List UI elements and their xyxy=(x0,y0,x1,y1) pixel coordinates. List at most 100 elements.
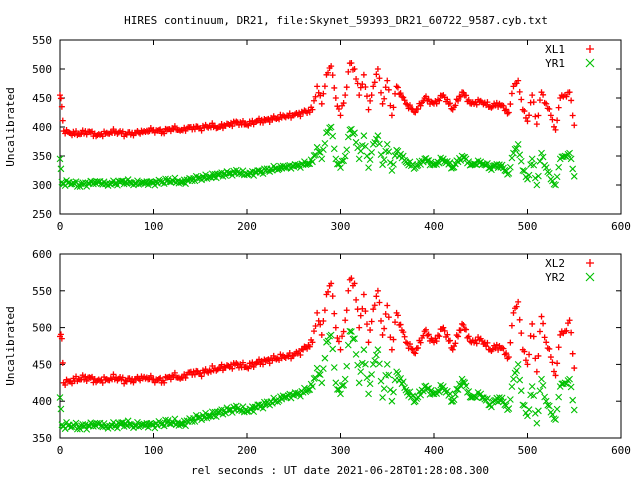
xl2-point xyxy=(381,325,388,332)
xl2-point xyxy=(425,331,432,338)
xl1-point xyxy=(552,126,559,133)
xl1-point xyxy=(569,112,576,119)
x-tick-label: 200 xyxy=(237,444,257,457)
xl2-point xyxy=(233,360,240,367)
yr1-point xyxy=(484,160,491,167)
xl2-point xyxy=(467,338,474,345)
yr2-point xyxy=(388,397,396,405)
xl1-point xyxy=(568,97,575,104)
yr2-point xyxy=(362,360,369,368)
xl2-point xyxy=(371,302,378,309)
yr1-point xyxy=(465,158,473,166)
xl2-point xyxy=(538,313,545,320)
xl2-point xyxy=(560,330,567,337)
xl2-point xyxy=(365,339,372,346)
xl2-point xyxy=(325,288,332,295)
yr1-point xyxy=(516,151,524,159)
xl1-point xyxy=(312,93,319,100)
yr2-point xyxy=(56,394,64,401)
yr2-point xyxy=(212,413,220,421)
xl2-point xyxy=(515,298,522,305)
xl1-point xyxy=(343,84,350,91)
yr1-point xyxy=(341,152,349,160)
xl2-point xyxy=(345,287,352,294)
yr2-point xyxy=(171,415,179,423)
xl1-point xyxy=(171,123,178,130)
xl1-point xyxy=(57,92,63,99)
xl1-point xyxy=(335,105,342,112)
xl2-point xyxy=(435,332,442,339)
yr2-point xyxy=(366,380,374,388)
xl2-point xyxy=(370,306,377,313)
xl2-point xyxy=(533,368,540,375)
yr1-point xyxy=(570,172,578,180)
xl2-point xyxy=(260,361,267,368)
xl2-point xyxy=(504,355,511,362)
yr1-point xyxy=(528,155,536,163)
x-tick-label: 100 xyxy=(144,444,164,457)
xl1-point xyxy=(311,97,318,104)
xl2-point xyxy=(483,343,490,350)
xl2-point xyxy=(550,368,557,375)
xl2-point xyxy=(340,328,347,335)
yr2-point xyxy=(399,378,407,386)
xl2-point xyxy=(250,363,257,370)
yr1-point xyxy=(366,156,374,164)
xl2-point xyxy=(147,372,154,379)
xl2-point xyxy=(436,333,443,340)
top-y-ticks: 250 300 350 400 450 500 550 xyxy=(32,34,621,221)
yr2-point xyxy=(377,377,385,385)
xl2-point xyxy=(329,293,336,300)
xl1-point xyxy=(371,79,378,86)
xl1-point xyxy=(452,102,459,109)
xl2-point xyxy=(554,360,561,367)
xl1-point xyxy=(249,117,256,124)
xl1-point xyxy=(370,83,377,90)
xl1-point xyxy=(345,68,352,75)
x-tick-label: 600 xyxy=(611,220,631,233)
yr2-point xyxy=(138,421,145,429)
xl1-point xyxy=(367,97,374,104)
xl2-point xyxy=(433,338,440,345)
xl2-point xyxy=(394,312,401,319)
xl1-point xyxy=(428,98,435,105)
yr2-point xyxy=(313,364,321,372)
xl1-point xyxy=(400,94,407,101)
xl2-point xyxy=(57,331,64,338)
xl1-point xyxy=(555,104,562,111)
x-tick-label: 300 xyxy=(331,220,351,233)
xl2-point xyxy=(368,318,375,325)
yr2-point xyxy=(341,375,349,383)
xl1-point xyxy=(507,101,514,108)
xl1-point xyxy=(306,109,313,116)
xl2-point xyxy=(101,374,108,381)
xl1-point xyxy=(265,115,272,122)
yr2-point xyxy=(516,376,524,384)
xl2-point xyxy=(288,355,295,362)
legend-label-yr1: YR1 xyxy=(545,57,565,70)
yr1-point xyxy=(386,159,394,166)
xl1-point xyxy=(214,124,221,131)
xl1-point xyxy=(229,123,236,130)
xl2-point xyxy=(205,369,212,376)
xl1-point xyxy=(524,118,531,125)
yr2-point xyxy=(307,380,315,388)
xl2-point xyxy=(83,378,90,385)
yr2-point xyxy=(343,362,351,370)
xl2-point xyxy=(518,330,525,337)
yr1-point xyxy=(310,152,318,159)
yr1-point xyxy=(305,160,312,168)
xl1-point xyxy=(535,112,542,119)
xl1-point xyxy=(69,132,76,139)
yr2-point xyxy=(72,419,80,427)
xl2-point xyxy=(507,339,514,346)
xl1-point xyxy=(447,100,454,107)
x-tick-label: 400 xyxy=(424,220,444,233)
xl1-point xyxy=(103,129,110,136)
xl2-point xyxy=(489,346,496,353)
yr2-point xyxy=(363,374,371,382)
yr2-point xyxy=(319,365,327,373)
xl1-point xyxy=(493,99,500,106)
yr1-point xyxy=(333,160,341,168)
xl1-point xyxy=(256,115,263,122)
